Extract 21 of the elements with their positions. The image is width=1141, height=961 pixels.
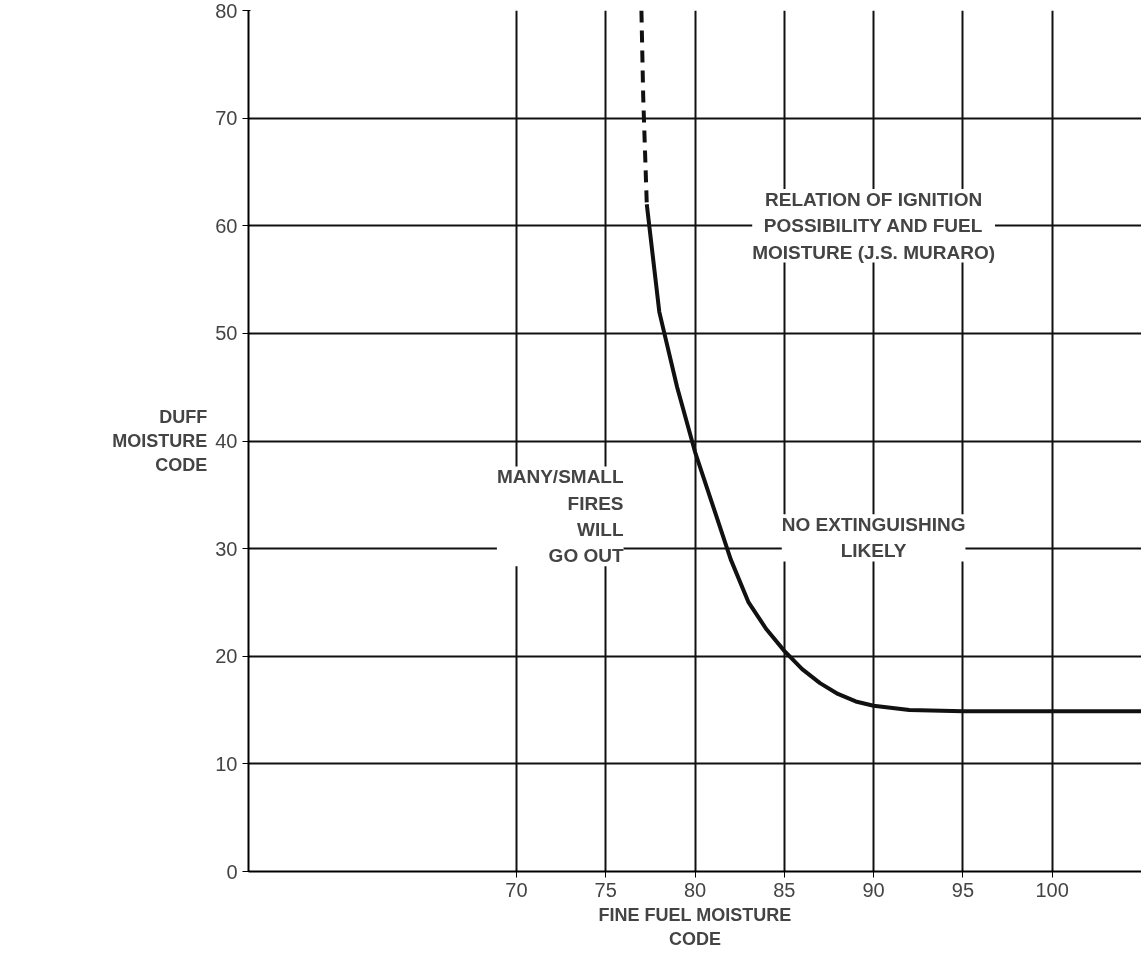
x-tick-label: 85 bbox=[773, 878, 796, 901]
annotation: MANY/SMALL FIRES WILL GO OUT bbox=[496, 466, 624, 567]
y-tick-label: 80 bbox=[215, 0, 238, 22]
annotation: NO EXTINGUISHING LIKELY bbox=[781, 514, 966, 562]
x-tick-label: 80 bbox=[683, 878, 707, 901]
x-tick-label: 75 bbox=[594, 878, 617, 901]
y-tick-label: 0 bbox=[226, 860, 238, 883]
y-tick-label: 70 bbox=[215, 107, 238, 130]
y-tick-label: 50 bbox=[215, 322, 238, 345]
y-axis-title: DUFF MOISTURE CODE bbox=[112, 407, 208, 475]
y-tick-label: 10 bbox=[215, 752, 238, 775]
x-tick-label: 95 bbox=[951, 878, 975, 901]
y-tick-label: 30 bbox=[215, 537, 238, 560]
x-tick-label: 90 bbox=[862, 878, 885, 901]
annotation: RELATION OF IGNITION POSSIBILITY AND FUEL MOISTURE (J.S. MURARO) bbox=[752, 189, 995, 263]
x-tick-label: 100 bbox=[1035, 878, 1069, 901]
y-tick-label: 60 bbox=[215, 214, 238, 237]
x-axis-title: FINE FUEL MOISTURE CODE bbox=[598, 904, 792, 949]
y-tick-label: 20 bbox=[215, 645, 238, 668]
x-tick-label: 70 bbox=[505, 878, 528, 901]
y-tick-label: 40 bbox=[215, 430, 238, 452]
